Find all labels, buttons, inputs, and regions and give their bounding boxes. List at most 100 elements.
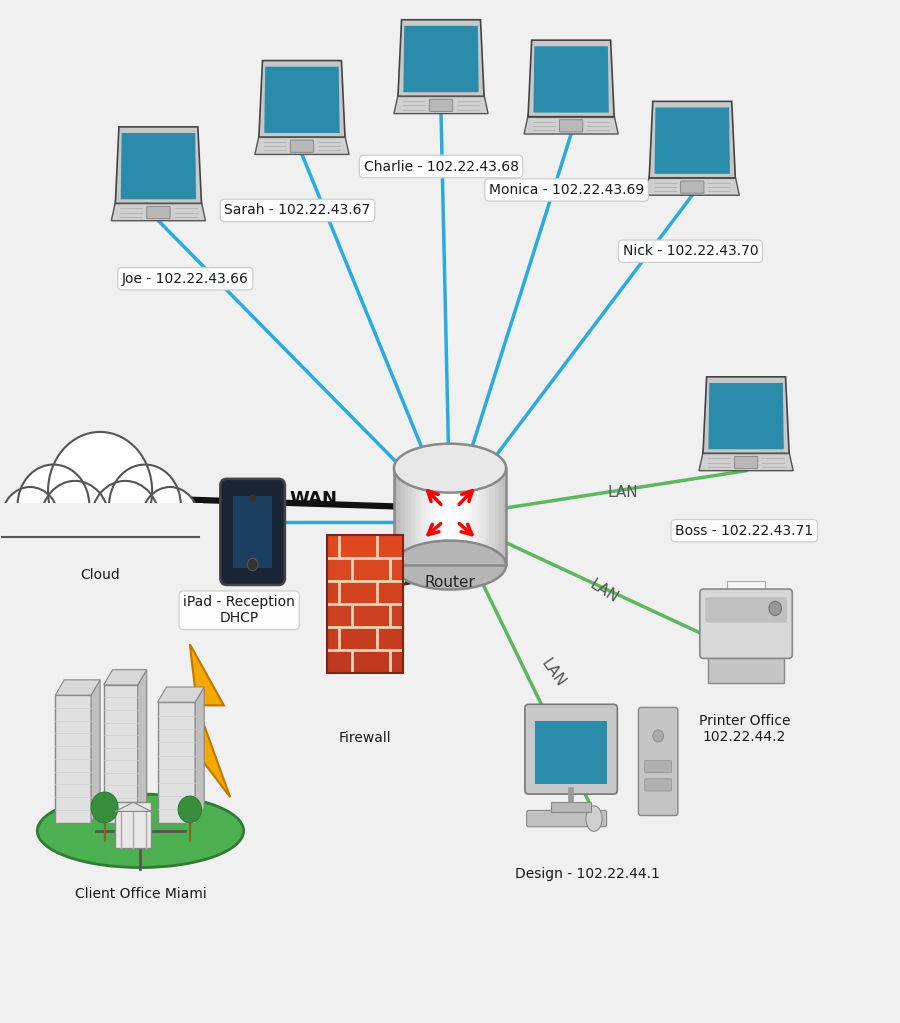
Polygon shape xyxy=(138,670,147,822)
Text: Joe - 102.22.43.66: Joe - 102.22.43.66 xyxy=(122,272,248,285)
FancyBboxPatch shape xyxy=(327,604,403,627)
Polygon shape xyxy=(649,101,735,178)
Circle shape xyxy=(91,792,118,822)
FancyBboxPatch shape xyxy=(453,469,456,565)
FancyBboxPatch shape xyxy=(327,581,403,604)
FancyBboxPatch shape xyxy=(450,469,454,565)
Ellipse shape xyxy=(394,540,506,589)
Text: Monica - 102.22.43.69: Monica - 102.22.43.69 xyxy=(489,183,644,197)
Polygon shape xyxy=(708,383,784,449)
FancyBboxPatch shape xyxy=(495,469,499,565)
Text: Nick - 102.22.43.70: Nick - 102.22.43.70 xyxy=(623,244,759,258)
Circle shape xyxy=(652,729,663,742)
FancyBboxPatch shape xyxy=(475,469,479,565)
FancyBboxPatch shape xyxy=(464,469,468,565)
FancyBboxPatch shape xyxy=(429,99,453,112)
Polygon shape xyxy=(115,127,202,204)
FancyBboxPatch shape xyxy=(327,650,403,673)
FancyBboxPatch shape xyxy=(535,720,608,784)
Text: Cloud: Cloud xyxy=(80,568,120,582)
Circle shape xyxy=(40,481,109,559)
FancyBboxPatch shape xyxy=(552,802,591,812)
Text: iPad - Reception
DHCP: iPad - Reception DHCP xyxy=(184,595,295,625)
FancyBboxPatch shape xyxy=(700,589,792,659)
FancyBboxPatch shape xyxy=(447,469,451,565)
FancyBboxPatch shape xyxy=(478,469,482,565)
Circle shape xyxy=(178,796,202,822)
FancyBboxPatch shape xyxy=(414,469,418,565)
Polygon shape xyxy=(699,450,793,471)
Polygon shape xyxy=(112,201,205,221)
FancyBboxPatch shape xyxy=(158,702,195,822)
Polygon shape xyxy=(265,66,339,133)
FancyBboxPatch shape xyxy=(467,469,471,565)
FancyBboxPatch shape xyxy=(291,140,313,152)
FancyBboxPatch shape xyxy=(492,469,496,565)
Circle shape xyxy=(17,464,89,546)
FancyBboxPatch shape xyxy=(644,779,671,791)
FancyBboxPatch shape xyxy=(644,760,671,772)
Ellipse shape xyxy=(37,794,244,868)
FancyBboxPatch shape xyxy=(397,469,400,565)
Circle shape xyxy=(2,487,58,552)
Text: Design - 102.22.44.1: Design - 102.22.44.1 xyxy=(515,866,660,881)
FancyBboxPatch shape xyxy=(394,469,398,565)
FancyBboxPatch shape xyxy=(525,704,617,794)
FancyBboxPatch shape xyxy=(458,469,462,565)
Polygon shape xyxy=(172,644,230,797)
FancyBboxPatch shape xyxy=(734,456,758,469)
FancyBboxPatch shape xyxy=(419,469,423,565)
Polygon shape xyxy=(528,40,614,117)
Text: LAN: LAN xyxy=(538,656,568,690)
Ellipse shape xyxy=(394,444,506,493)
Polygon shape xyxy=(255,134,349,154)
FancyBboxPatch shape xyxy=(727,581,765,624)
Polygon shape xyxy=(394,93,488,114)
Text: Charlie - 102.22.43.68: Charlie - 102.22.43.68 xyxy=(364,160,518,174)
Polygon shape xyxy=(55,680,100,696)
Polygon shape xyxy=(403,26,479,92)
FancyBboxPatch shape xyxy=(498,469,501,565)
FancyBboxPatch shape xyxy=(405,469,409,565)
FancyBboxPatch shape xyxy=(455,469,459,565)
FancyBboxPatch shape xyxy=(425,469,428,565)
FancyBboxPatch shape xyxy=(503,469,507,565)
FancyBboxPatch shape xyxy=(327,535,403,558)
FancyBboxPatch shape xyxy=(55,696,91,822)
FancyBboxPatch shape xyxy=(490,469,493,565)
Ellipse shape xyxy=(586,806,602,832)
FancyBboxPatch shape xyxy=(486,469,491,565)
FancyBboxPatch shape xyxy=(104,685,138,822)
Circle shape xyxy=(249,494,256,502)
FancyBboxPatch shape xyxy=(481,469,484,565)
FancyBboxPatch shape xyxy=(442,469,446,565)
FancyBboxPatch shape xyxy=(422,469,426,565)
Circle shape xyxy=(109,464,181,546)
Polygon shape xyxy=(158,687,204,702)
Circle shape xyxy=(141,487,199,552)
Polygon shape xyxy=(654,107,730,174)
Text: Sarah - 102.22.43.67: Sarah - 102.22.43.67 xyxy=(224,204,371,218)
Text: Client Office Miami: Client Office Miami xyxy=(75,887,206,901)
FancyBboxPatch shape xyxy=(461,469,465,565)
FancyBboxPatch shape xyxy=(327,558,403,581)
FancyBboxPatch shape xyxy=(526,810,607,827)
Circle shape xyxy=(91,481,159,559)
FancyBboxPatch shape xyxy=(706,597,787,623)
Polygon shape xyxy=(91,680,100,822)
FancyBboxPatch shape xyxy=(560,120,583,132)
FancyBboxPatch shape xyxy=(417,469,420,565)
Polygon shape xyxy=(398,19,484,96)
Text: Router: Router xyxy=(425,575,475,589)
Circle shape xyxy=(769,602,781,616)
FancyBboxPatch shape xyxy=(402,469,406,565)
Polygon shape xyxy=(195,687,204,822)
FancyBboxPatch shape xyxy=(433,469,436,565)
Text: WAN: WAN xyxy=(290,490,338,508)
FancyBboxPatch shape xyxy=(680,181,704,193)
Text: LAN: LAN xyxy=(588,577,621,606)
FancyBboxPatch shape xyxy=(220,479,285,585)
Text: Boss - 102.22.43.71: Boss - 102.22.43.71 xyxy=(675,524,814,538)
Circle shape xyxy=(48,432,152,550)
Text: Printer Office
102.22.44.2: Printer Office 102.22.44.2 xyxy=(698,713,790,744)
